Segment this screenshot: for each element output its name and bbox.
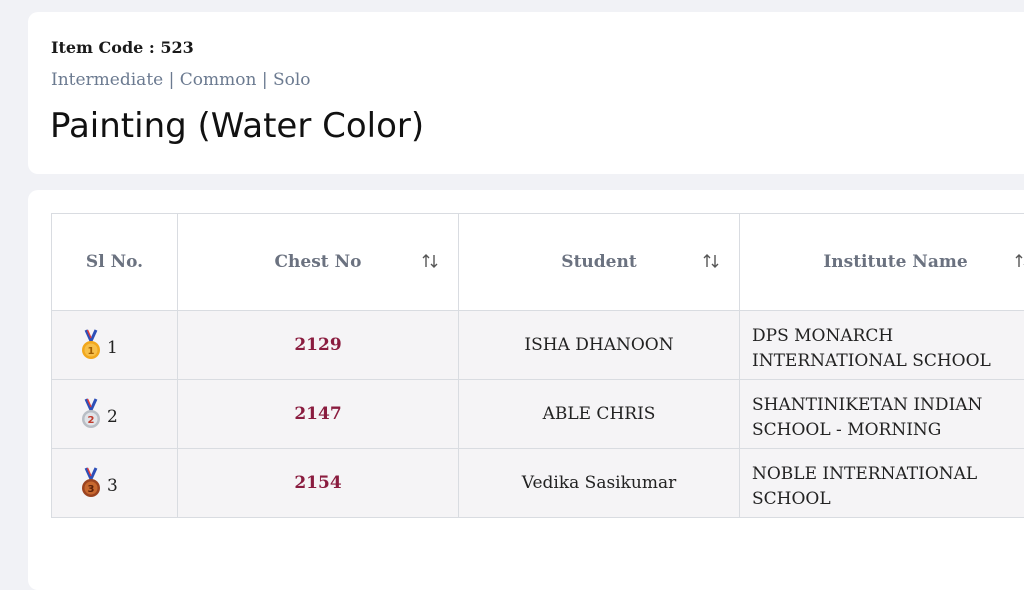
gold-medal-icon: 1	[78, 329, 104, 361]
column-header-sl-no: Sl No.	[52, 214, 178, 311]
svg-text:2: 2	[88, 415, 95, 426]
column-header-institute-name[interactable]: Institute Name	[740, 214, 1024, 311]
column-header-student[interactable]: Student	[459, 214, 740, 311]
sl-no: 1	[107, 338, 118, 358]
sl-no-cell: 3 3	[52, 449, 178, 518]
sort-icon[interactable]	[701, 251, 721, 271]
page-title: Painting (Water Color)	[50, 106, 424, 146]
student-name: ABLE CHRIS	[459, 380, 740, 449]
item-header-card: Item Code : 523 Intermediate | Common | …	[28, 12, 1024, 174]
institute-cell: SHANTINIKETAN INDIAN SCHOOL - MORNING	[740, 380, 1024, 449]
sl-no: 2	[107, 407, 118, 427]
institute-cell: NOBLE INTERNATIONAL SCHOOL	[740, 449, 1024, 518]
table-row: 1 1 2129 ISHA DHANOON DPS MONARCH INTERN…	[52, 311, 1024, 380]
chest-no: 2147	[178, 380, 459, 449]
column-header-chest-no[interactable]: Chest No	[178, 214, 459, 311]
chest-no: 2129	[178, 311, 459, 380]
svg-text:3: 3	[88, 484, 95, 495]
bronze-medal-icon: 3	[78, 467, 104, 499]
column-header-label: Student	[561, 252, 636, 272]
chest-no: 2154	[178, 449, 459, 518]
sl-no-cell: 2 2	[52, 380, 178, 449]
institute-name: DPS MONARCH INTERNATIONAL SCHOOL	[752, 324, 1024, 368]
silver-medal-icon: 2	[78, 398, 104, 430]
student-name: Vedika Sasikumar	[459, 449, 740, 518]
sl-no-cell: 1 1	[52, 311, 178, 380]
sl-no: 3	[107, 476, 118, 496]
item-code: Item Code : 523	[51, 38, 194, 57]
table-row: 3 3 2154 Vedika Sasikumar NOBLE INTERNAT…	[52, 449, 1024, 518]
column-header-label: Chest No	[275, 252, 362, 272]
results-card: Sl No. Chest No Student	[28, 190, 1024, 590]
table-header-row: Sl No. Chest No Student	[52, 214, 1024, 311]
sort-icon[interactable]	[1013, 251, 1024, 271]
item-category: Intermediate | Common | Solo	[51, 70, 311, 90]
column-header-label: Sl No.	[86, 252, 143, 272]
results-table: Sl No. Chest No Student	[51, 213, 1024, 518]
institute-name: SHANTINIKETAN INDIAN SCHOOL - MORNING	[752, 393, 1024, 437]
institute-name: NOBLE INTERNATIONAL SCHOOL	[752, 462, 1024, 506]
svg-text:1: 1	[88, 346, 95, 357]
table-row: 2 2 2147 ABLE CHRIS SHANTINIKETAN INDIAN…	[52, 380, 1024, 449]
column-header-label: Institute Name	[823, 252, 967, 272]
student-name: ISHA DHANOON	[459, 311, 740, 380]
institute-cell: DPS MONARCH INTERNATIONAL SCHOOL	[740, 311, 1024, 380]
sort-icon[interactable]	[420, 251, 440, 271]
